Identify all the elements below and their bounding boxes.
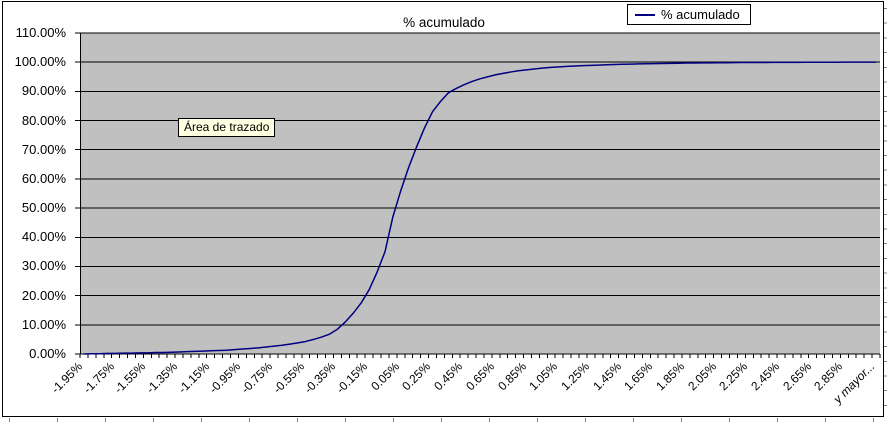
y-axis-tick-label: 80.00%	[21, 112, 66, 128]
y-axis-tick-label: 50.00%	[21, 200, 66, 216]
plot-area-tooltip: Área de trazado	[178, 118, 276, 137]
y-axis-tick-label: 10.00%	[21, 316, 66, 332]
y-axis-tick-label: 90.00%	[21, 83, 66, 99]
y-axis-tick-label: 70.00%	[21, 141, 66, 157]
y-axis-tick-label: 100.00%	[14, 54, 66, 70]
chart-title: % acumulado	[403, 15, 485, 30]
y-axis-tick-label: 110.00%	[15, 25, 66, 40]
y-axis-tick-label: 60.00%	[21, 170, 66, 186]
plot-area[interactable]	[75, 32, 881, 358]
legend-entry-label: % acumulado	[661, 7, 740, 22]
y-axis-tick-label: 20.00%	[21, 287, 66, 303]
worksheet-row-ticks	[884, 8, 887, 412]
y-axis-tick-label: 30.00%	[21, 258, 66, 274]
y-axis-tick-label: 0.00%	[29, 346, 66, 361]
legend-line-marker	[635, 13, 655, 16]
y-axis-tick-label: 40.00%	[21, 229, 66, 245]
worksheet-column-ticks	[9, 418, 881, 422]
cumulative-curve-svg	[75, 32, 881, 358]
legend[interactable]: % acumulado	[627, 4, 751, 25]
